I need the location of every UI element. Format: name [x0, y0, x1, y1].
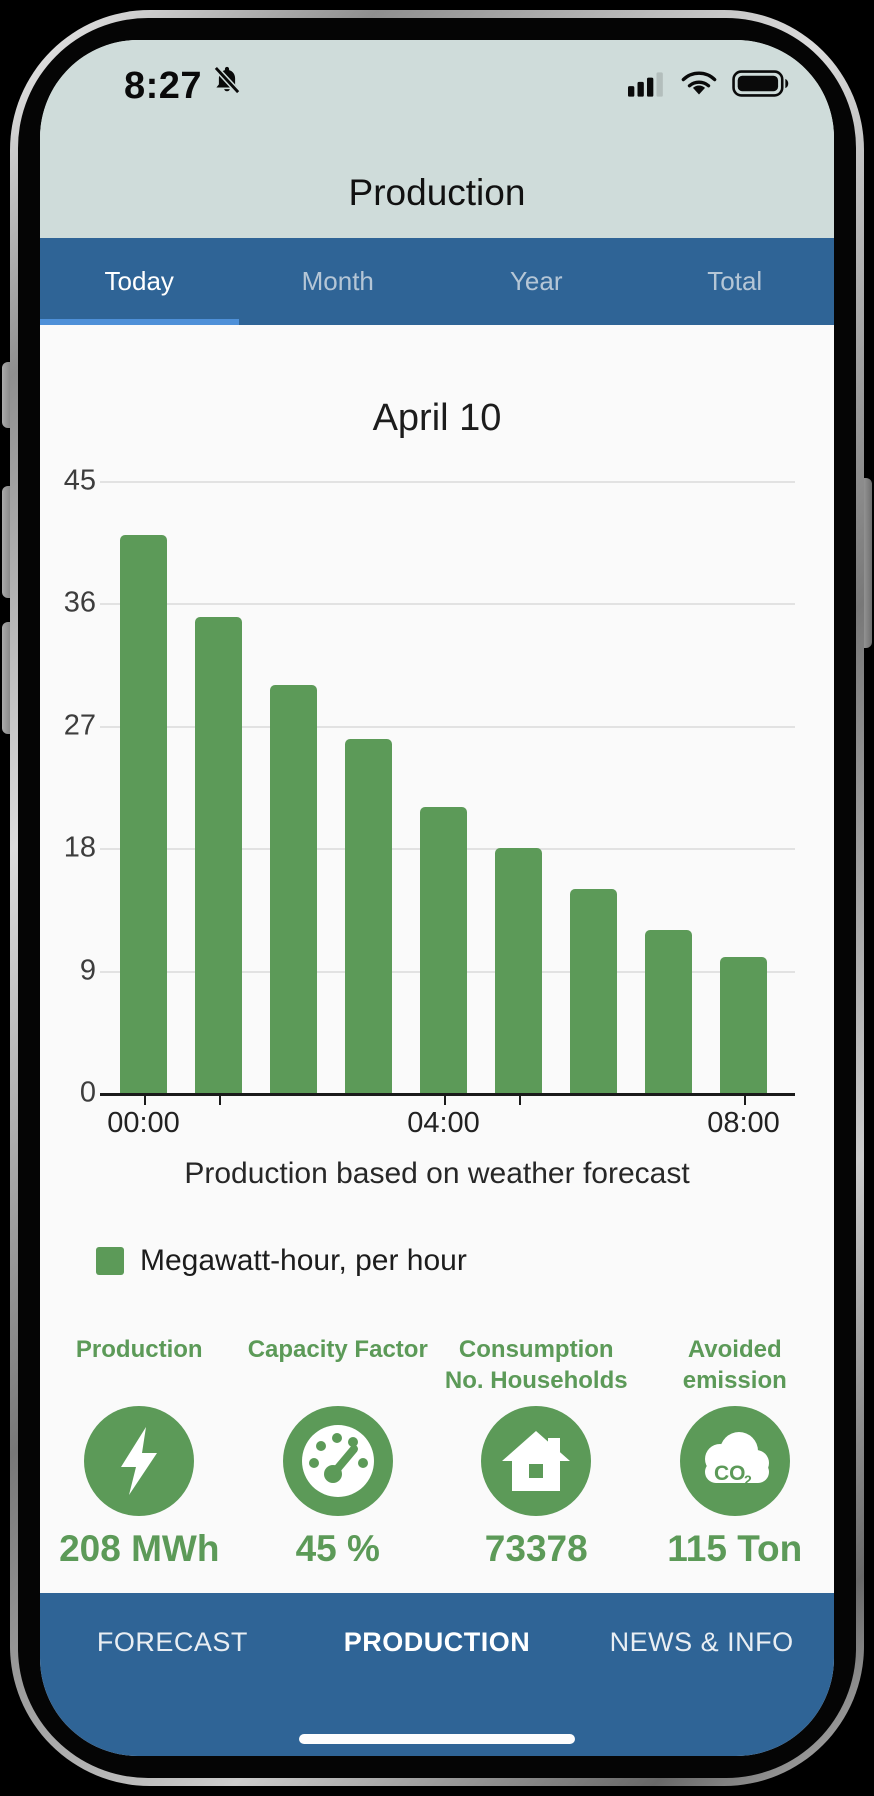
bar-05:00[interactable] — [495, 848, 542, 1093]
kpi-gauge: Capacity Factor 45 % — [239, 1334, 438, 1570]
y-tick-label: 27 — [63, 709, 96, 742]
kpi-value: 115 Ton — [667, 1528, 803, 1569]
app-header: 8:27 — [40, 40, 834, 238]
tab-month[interactable]: Month — [301, 266, 374, 296]
x-axis-tick — [518, 1096, 521, 1105]
kpi-label-line: No. Households — [444, 1367, 628, 1394]
legend-swatch — [96, 1247, 124, 1275]
tab-bar: Today Month Year Total — [40, 238, 834, 325]
battery-icon — [732, 70, 790, 102]
kpi-row: Production 208 MWh Capacity Factor 45 % Cons… — [40, 1334, 834, 1570]
tab-year[interactable]: Year — [509, 266, 563, 296]
clock-text: 8:27 — [124, 64, 203, 107]
nav-production[interactable]: PRODUCTION — [343, 1627, 531, 1657]
active-tab-indicator — [40, 319, 239, 325]
chart-plot-area: 00:00 04:00 08:00 — [100, 481, 795, 1139]
kpi-label-line: emission — [682, 1367, 787, 1394]
house-icon — [481, 1406, 592, 1516]
status-time: 8:27 — [124, 64, 244, 108]
x-axis-tick — [218, 1096, 221, 1105]
kpi-co2-cloud: Avoided emission CO 2 115 Ton — [636, 1334, 835, 1570]
bar-04:00[interactable] — [420, 807, 467, 1093]
y-tick-label: 9 — [79, 954, 96, 987]
gridline — [100, 481, 795, 483]
x-tick-label: 08:00 — [707, 1107, 780, 1139]
production-bar-chart: 0 9 18 27 36 45 00:00 04:00 08:00 — [40, 465, 834, 1139]
x-axis-tick — [443, 1096, 446, 1105]
x-tick-label: 04:00 — [407, 1107, 480, 1139]
page-title: Production — [348, 172, 526, 213]
y-tick-label: 45 — [63, 464, 96, 497]
y-tick-label: 0 — [79, 1076, 96, 1109]
kpi-value: 208 MWh — [59, 1528, 220, 1569]
wifi-icon — [680, 70, 718, 102]
kpi-lightning: Production 208 MWh — [40, 1334, 239, 1570]
bell-slash-icon — [210, 64, 244, 108]
kpi-label: Capacity Factor — [248, 1334, 428, 1398]
tab-total[interactable]: Total — [707, 266, 763, 296]
chart-legend: Megawatt-hour, per hour — [40, 1244, 834, 1278]
bar-08:00[interactable] — [720, 957, 767, 1093]
bar-06:00[interactable] — [570, 889, 617, 1093]
svg-text:CO: CO — [714, 1462, 746, 1485]
chart-caption: Production based on weather forecast — [184, 1157, 690, 1190]
kpi-value: 45 % — [295, 1528, 380, 1569]
bar-03:00[interactable] — [345, 739, 392, 1093]
status-bar: 8:27 — [40, 40, 834, 108]
legend-label: Megawatt-hour, per hour — [140, 1244, 467, 1277]
x-axis-tick — [743, 1096, 746, 1105]
signal-icon — [628, 71, 666, 102]
bottom-nav: FORECAST PRODUCTION NEWS & INFO — [40, 1593, 834, 1756]
nav-forecast[interactable]: FORECAST — [96, 1627, 248, 1657]
tab-today[interactable]: Today — [104, 266, 174, 296]
kpi-house: Consumption No. Households 73378 — [437, 1334, 636, 1570]
svg-text:2: 2 — [744, 1472, 752, 1488]
kpi-label-line: Consumption — [458, 1336, 614, 1363]
bar-07:00[interactable] — [645, 929, 692, 1093]
bar-01:00[interactable] — [195, 617, 242, 1093]
kpi-value: 73378 — [484, 1528, 588, 1569]
gauge-icon — [282, 1406, 393, 1516]
y-tick-label: 18 — [63, 831, 96, 864]
home-indicator[interactable] — [299, 1734, 575, 1744]
kpi-label: Production — [76, 1334, 203, 1398]
x-tick-label: 00:00 — [107, 1107, 180, 1139]
status-icons — [628, 70, 790, 102]
chart-date-title: April 10 — [372, 397, 502, 439]
bar-00:00[interactable] — [120, 535, 167, 1093]
kpi-label-line: Production — [75, 1336, 203, 1363]
kpi-label-line: Avoided — [687, 1336, 782, 1363]
co2-cloud-icon: CO 2 — [679, 1406, 790, 1516]
y-tick-label: 36 — [63, 586, 96, 619]
chart-y-axis: 0 9 18 27 36 45 — [60, 465, 100, 1109]
lightning-icon — [84, 1406, 195, 1516]
kpi-label: Avoided emission — [683, 1334, 787, 1398]
nav-news-info[interactable]: NEWS & INFO — [609, 1627, 794, 1657]
gridline — [100, 725, 795, 728]
bar-02:00[interactable] — [270, 685, 317, 1093]
x-axis-tick — [143, 1096, 146, 1105]
kpi-label-line: Capacity Factor — [247, 1336, 428, 1363]
kpi-label: Consumption No. Households — [445, 1334, 628, 1398]
main-content: April 10 0 9 18 27 36 45 00:00 04:00 08:00 Prod… — [40, 325, 834, 1593]
gridline — [100, 603, 795, 606]
app-screen: 8:27 — [40, 40, 834, 1756]
